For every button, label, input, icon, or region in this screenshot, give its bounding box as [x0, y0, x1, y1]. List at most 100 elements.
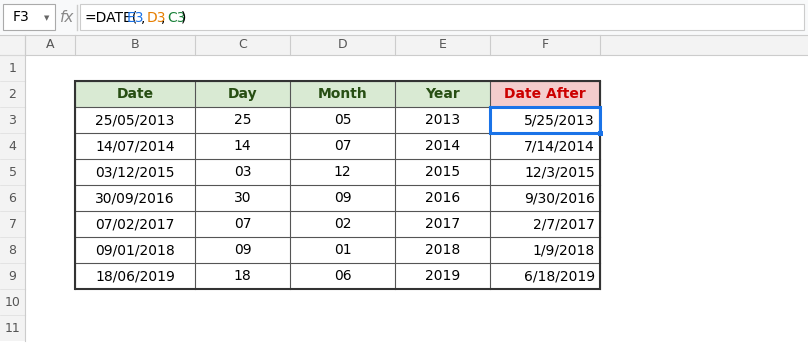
Text: 2/7/2017: 2/7/2017	[533, 217, 595, 231]
Text: 6: 6	[9, 191, 16, 204]
Text: ,: ,	[141, 10, 145, 25]
Bar	[195, 133, 290, 159]
Bar	[75, 159, 195, 185]
Text: Date After: Date After	[504, 87, 586, 101]
Text: 9: 9	[9, 270, 16, 282]
Text: 07/02/2017: 07/02/2017	[95, 217, 175, 231]
Bar	[195, 289, 290, 315]
Text: 7: 7	[9, 217, 16, 231]
Text: 8: 8	[9, 244, 16, 257]
Text: ▼: ▼	[44, 15, 49, 21]
Bar	[395, 81, 490, 107]
Text: 18: 18	[234, 269, 251, 283]
Bar	[25, 133, 75, 159]
Bar	[490, 289, 600, 315]
Text: 09: 09	[334, 191, 351, 205]
Text: D: D	[338, 38, 347, 51]
Bar	[0, 315, 25, 341]
Text: 2016: 2016	[425, 191, 460, 205]
Text: C: C	[238, 38, 247, 51]
Bar	[25, 263, 75, 289]
Bar	[75, 81, 195, 107]
Text: B: B	[131, 38, 139, 51]
Text: A: A	[46, 38, 54, 51]
Bar	[0, 289, 25, 315]
Text: fx: fx	[60, 10, 74, 25]
Bar	[0, 237, 25, 263]
Bar	[290, 211, 395, 237]
Text: 5/25/2013: 5/25/2013	[524, 113, 595, 127]
Bar	[0, 263, 25, 289]
Bar	[195, 55, 290, 81]
Bar	[490, 81, 600, 107]
Text: 06: 06	[334, 269, 351, 283]
Bar	[25, 185, 75, 211]
Text: 25: 25	[234, 113, 251, 127]
Bar	[0, 35, 808, 55]
Bar	[195, 263, 290, 289]
Bar	[25, 237, 75, 263]
Text: C3: C3	[167, 10, 186, 25]
Bar	[0, 81, 25, 107]
Bar	[290, 185, 395, 211]
Bar	[395, 315, 490, 341]
Bar	[490, 211, 600, 237]
Bar	[395, 211, 490, 237]
Text: 14/07/2014: 14/07/2014	[95, 139, 175, 153]
Bar	[0, 55, 25, 81]
Text: 1: 1	[9, 62, 16, 75]
Bar	[25, 211, 75, 237]
Bar	[25, 289, 75, 315]
Text: 2014: 2014	[425, 139, 460, 153]
Text: ,: ,	[161, 10, 166, 25]
Text: 07: 07	[234, 217, 251, 231]
Text: 6/18/2019: 6/18/2019	[524, 269, 595, 283]
Text: 4: 4	[9, 140, 16, 153]
Bar	[0, 133, 25, 159]
Text: 03/12/2015: 03/12/2015	[95, 165, 175, 179]
Text: 30/09/2016: 30/09/2016	[95, 191, 175, 205]
Text: Month: Month	[318, 87, 368, 101]
Bar	[3, 4, 55, 30]
Bar	[290, 81, 395, 107]
Text: 2019: 2019	[425, 269, 460, 283]
Text: 2017: 2017	[425, 217, 460, 231]
Bar	[395, 185, 490, 211]
Bar	[75, 263, 195, 289]
Text: E3: E3	[127, 10, 145, 25]
Text: Date: Date	[116, 87, 154, 101]
Bar	[395, 289, 490, 315]
Bar	[25, 159, 75, 185]
Bar	[75, 81, 600, 289]
Text: 2018: 2018	[425, 243, 460, 257]
Text: 09/01/2018: 09/01/2018	[95, 243, 175, 257]
Bar	[195, 81, 290, 107]
Text: F3: F3	[13, 10, 29, 24]
Bar	[490, 159, 600, 185]
Text: 02: 02	[334, 217, 351, 231]
Text: 9/30/2016: 9/30/2016	[524, 191, 595, 205]
Bar	[490, 237, 600, 263]
Bar	[290, 159, 395, 185]
Bar	[75, 185, 195, 211]
Text: 14: 14	[234, 139, 251, 153]
Bar	[290, 289, 395, 315]
Bar	[290, 133, 395, 159]
Bar	[290, 237, 395, 263]
Text: Day: Day	[228, 87, 257, 101]
Bar	[490, 55, 600, 81]
Bar	[0, 185, 25, 211]
Text: 18/06/2019: 18/06/2019	[95, 269, 175, 283]
Bar	[490, 107, 600, 133]
Bar	[195, 185, 290, 211]
Bar	[395, 133, 490, 159]
Text: 1/9/2018: 1/9/2018	[532, 243, 595, 257]
Bar	[195, 237, 290, 263]
Bar	[195, 81, 290, 107]
Bar	[395, 263, 490, 289]
Bar	[0, 159, 25, 185]
Text: 7/14/2014: 7/14/2014	[524, 139, 595, 153]
Text: 25/05/2013: 25/05/2013	[95, 113, 175, 127]
Bar	[290, 55, 395, 81]
Bar	[395, 55, 490, 81]
